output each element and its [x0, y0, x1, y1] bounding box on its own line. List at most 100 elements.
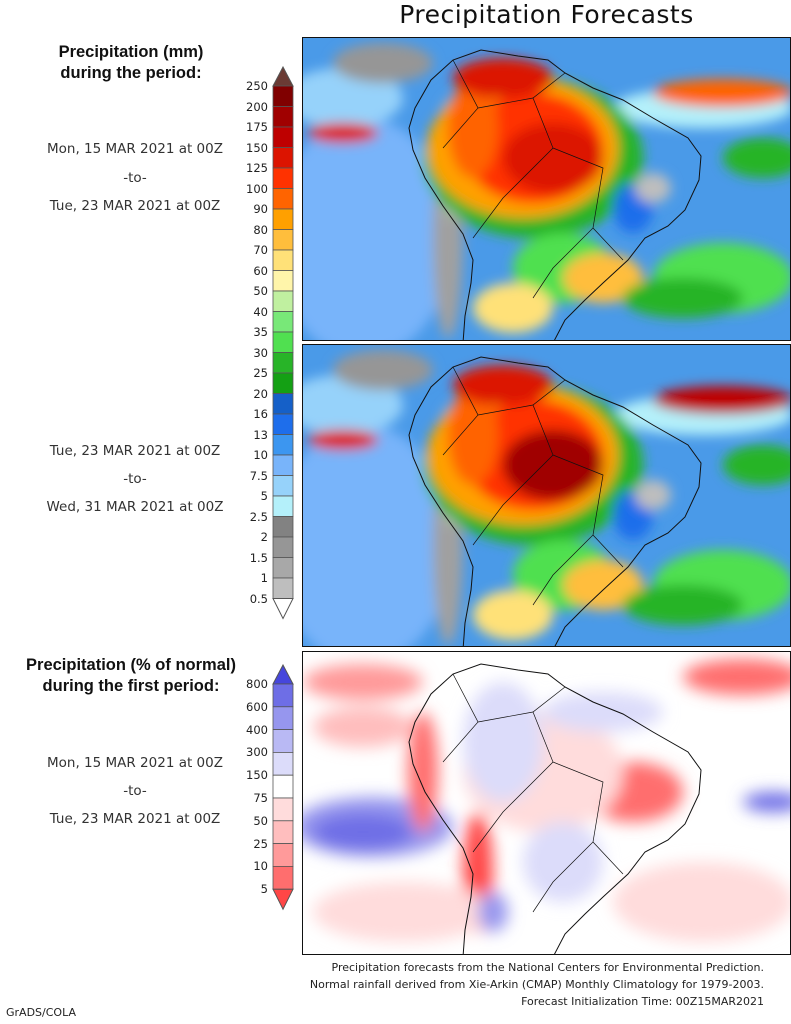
- map-panel-period2: [302, 344, 791, 647]
- colorbar-bottom-arrow: [272, 888, 294, 911]
- mm-header-line1: Precipitation (mm): [58, 43, 204, 61]
- colorbar-box-16: [272, 413, 294, 435]
- colorbar-label: 2: [260, 530, 268, 544]
- precip-field: [303, 425, 453, 646]
- percent-normal-map: [303, 652, 790, 954]
- colorbar-box-80: [272, 229, 294, 251]
- mm-legend-header: Precipitation (mm) during the period:: [0, 42, 262, 84]
- colorbar-label: 10: [253, 859, 268, 874]
- period2-from: Tue, 23 MAR 2021 at 00Z: [49, 443, 221, 459]
- pct-header-line2: during the first period:: [42, 677, 220, 695]
- precip-field: [723, 138, 790, 178]
- colorbar-box-30: [272, 352, 294, 374]
- precip-field: [313, 882, 493, 942]
- colorbar-label: 1: [260, 571, 268, 585]
- colorbar-box-60: [272, 270, 294, 292]
- colorbar-box-35: [272, 331, 294, 353]
- precip-field: [503, 123, 603, 193]
- colorbar-label: 13: [253, 427, 268, 442]
- colorbar-box-90: [272, 208, 294, 230]
- colorbar-label: 80: [253, 222, 268, 237]
- coastline: [408, 663, 702, 954]
- precip-field: [563, 560, 643, 610]
- period1-from: Mon, 15 MAR 2021 at 00Z: [46, 141, 223, 157]
- colorbar-box-10: [272, 865, 294, 890]
- colorbar-label: 150: [246, 140, 268, 155]
- colorbar-label: 50: [253, 284, 268, 298]
- colorbar-box-2: [272, 536, 294, 558]
- page-title: Precipitation Forecasts: [399, 0, 694, 29]
- precip-field: [448, 78, 498, 178]
- colorbar-label: 25: [253, 366, 268, 380]
- colorbar-top-arrow: [272, 66, 294, 87]
- colorbar-box-50: [272, 820, 294, 845]
- precip-map-period1: [303, 38, 790, 340]
- colorbar-label: 90: [253, 202, 268, 216]
- mm-header-line2: during the period:: [60, 64, 202, 82]
- colorbar-label: 800: [246, 677, 268, 691]
- coastline: [408, 356, 702, 646]
- precip-field: [448, 385, 498, 485]
- period3-from: Mon, 15 MAR 2021 at 00Z: [46, 755, 223, 771]
- period2-to: Wed, 31 MAR 2021 at 00Z: [46, 499, 224, 515]
- map-panel-percent-normal: [302, 651, 791, 955]
- precip-field: [333, 350, 433, 390]
- footer-line-2: Normal rainfall derived from Xie-Arkin (…: [309, 978, 764, 991]
- colorbar-box-200: [272, 106, 294, 128]
- map-panel-period1: [302, 37, 791, 341]
- precip-field: [653, 79, 790, 107]
- colorbar-label: 200: [246, 99, 268, 114]
- colorbar-label: 150: [246, 768, 268, 783]
- period3-to: Tue, 23 MAR 2021 at 00Z: [49, 811, 221, 827]
- colorbar-box-25: [272, 843, 294, 867]
- precip-field: [743, 792, 790, 812]
- mm-colorbar: [272, 66, 294, 620]
- colorbar-box-25: [272, 372, 294, 394]
- colorbar-label: 16: [253, 407, 268, 421]
- colorbar-box-7.5: [272, 475, 294, 497]
- colorbar-label: 5: [260, 489, 268, 503]
- colorbar-label: 100: [246, 181, 268, 196]
- footer-line-3: Forecast Initialization Time: 00Z15MAR20…: [521, 995, 764, 1008]
- colorbar-bottom-arrow: [272, 598, 294, 620]
- colorbar-box-40: [272, 311, 294, 333]
- colorbar-box-10: [272, 454, 294, 476]
- precip-field: [453, 365, 553, 405]
- precip-field: [635, 173, 671, 203]
- colorbar-label: 60: [253, 263, 268, 278]
- colorbar-label: 20: [253, 386, 268, 401]
- colorbar-label: 50: [253, 813, 268, 828]
- colorbar-box-20: [272, 393, 294, 415]
- colorbar-box-2.5: [272, 516, 294, 538]
- colorbar-label: 70: [253, 243, 268, 257]
- precip-field: [723, 445, 790, 485]
- colorbar-box-5: [272, 495, 294, 517]
- colorbar-label: 5: [260, 882, 268, 897]
- precip-field: [473, 283, 553, 333]
- colorbar-box-125: [272, 167, 294, 189]
- pct-colorbar: [272, 664, 294, 911]
- precip-map-period2: [303, 345, 790, 646]
- colorbar-top-arrow: [272, 664, 294, 685]
- country-borders: [442, 59, 624, 299]
- precip-field: [313, 707, 413, 747]
- precip-field: [635, 480, 671, 510]
- precip-field: [333, 43, 433, 83]
- pct-legend-header: Precipitation (% of normal) during the f…: [0, 655, 262, 697]
- colorbar-label: 25: [253, 836, 268, 851]
- credit: GrADS/COLA: [6, 1006, 76, 1019]
- precip-field: [463, 682, 543, 802]
- colorbar-label: 125: [246, 161, 268, 175]
- period2-sep: -to-: [123, 471, 147, 487]
- colorbar-box-250: [272, 85, 294, 107]
- country-borders: [442, 673, 624, 913]
- colorbar-label: 30: [253, 345, 268, 360]
- colorbar-box-13: [272, 434, 294, 456]
- colorbar-label: 300: [246, 745, 268, 760]
- precip-field: [613, 862, 790, 942]
- colorbar-box-1: [272, 577, 294, 599]
- colorbar-label: 600: [246, 699, 268, 714]
- precip-field: [623, 585, 743, 625]
- colorbar-box-75: [272, 797, 294, 822]
- precip-field: [683, 659, 790, 695]
